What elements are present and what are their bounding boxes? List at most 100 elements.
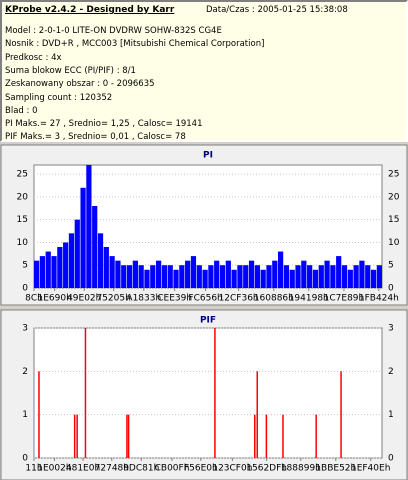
- datetime: Data/Czas : 2005-01-25 15:38:08: [206, 5, 348, 15]
- y2-tick-label: 15: [388, 215, 399, 225]
- x-tick-label: 123CF0h: [212, 464, 252, 474]
- bar: [39, 256, 46, 288]
- bar: [127, 414, 130, 458]
- x-tick-label: 9DC81h: [123, 464, 159, 474]
- bar: [80, 187, 86, 288]
- bar: [185, 260, 191, 288]
- bar: [214, 260, 220, 288]
- bar: [231, 269, 237, 288]
- x-tick-label: A1833h: [126, 294, 161, 304]
- bar: [76, 414, 78, 458]
- bar: [341, 265, 348, 288]
- bar: [138, 265, 144, 288]
- bar: [103, 247, 109, 288]
- bar: [190, 256, 197, 288]
- y2-tick-label: 5: [388, 261, 394, 271]
- bar: [74, 219, 80, 288]
- bar: [318, 265, 324, 288]
- bar: [365, 265, 371, 288]
- info-line: Zeskanowany obszar : 0 - 2096635: [5, 79, 155, 90]
- bar: [289, 269, 295, 288]
- x-tick-label: 194198h: [289, 294, 329, 304]
- plot-area: [33, 164, 383, 289]
- x-tick-label: 1BBE52h: [315, 464, 356, 474]
- bar: [282, 414, 284, 458]
- y-tick-label: 25: [17, 170, 28, 180]
- bar: [340, 371, 342, 458]
- x-tick-label: 188899h: [281, 464, 321, 474]
- y-tick-label: 5: [22, 261, 28, 271]
- bar: [68, 233, 75, 288]
- bar: [86, 165, 92, 288]
- x-tick-label: 160886h: [254, 294, 294, 304]
- x-tick-label: CEE39h: [157, 294, 192, 304]
- x-tick-label: 75205h: [96, 294, 130, 304]
- bar: [277, 251, 284, 288]
- y2-tick-label: 2: [388, 367, 394, 377]
- info-panel: KProbe v2.4.2 - Designed by Karr Data/Cz…: [0, 0, 408, 142]
- bar: [353, 265, 359, 288]
- y-tick-label: 1: [22, 410, 28, 420]
- bar: [347, 269, 353, 288]
- y-tick-label: 15: [17, 215, 28, 225]
- bar: [173, 269, 179, 288]
- chart-title: PIF: [200, 316, 216, 326]
- info-line: Model : 2-0-1-0 LITE-ON DVDRW SOHW-832S …: [5, 26, 222, 36]
- bar: [254, 265, 260, 288]
- y2-tick-label: 1: [388, 410, 394, 420]
- bar: [265, 414, 268, 458]
- x-tick-label: 8Ch: [25, 294, 43, 304]
- bar: [115, 260, 121, 288]
- bar: [256, 371, 258, 458]
- info-line: Blad : 0: [5, 105, 38, 116]
- bar: [237, 265, 243, 288]
- x-tick-label: 1E002h: [37, 464, 71, 474]
- bar: [219, 265, 226, 288]
- bar: [63, 242, 69, 288]
- bar: [109, 256, 115, 288]
- bar: [196, 265, 202, 288]
- y-tick-label: 20: [17, 192, 29, 202]
- bar: [73, 414, 76, 458]
- y2-tick-label: 3: [388, 324, 394, 334]
- info-line: Suma blokow ECC (PI/PIF) : 8/1: [5, 65, 136, 76]
- x-tick-label: CB00Fh: [155, 464, 190, 474]
- bar: [34, 260, 40, 288]
- bar: [283, 265, 290, 288]
- bar: [295, 265, 301, 288]
- info-line: PIF Maks.= 3 , Srednio= 0,01 , Calosc= 7…: [5, 132, 186, 143]
- x-tick-label: 1C7E89h: [324, 294, 365, 304]
- bar: [301, 260, 307, 288]
- bar: [38, 371, 40, 458]
- y-tick-label: 0: [22, 454, 28, 464]
- bar: [51, 256, 57, 288]
- bar: [225, 260, 231, 288]
- y2-tick-label: 20: [388, 192, 400, 202]
- bar: [84, 328, 87, 458]
- bar: [214, 328, 216, 458]
- x-tick-label: FC656h: [188, 294, 222, 304]
- bar: [126, 414, 128, 458]
- info-line: Nosnik : DVD+R , MCC003 [Mitsubishi Chem…: [5, 39, 265, 50]
- bar: [144, 269, 150, 288]
- bar: [202, 269, 208, 288]
- bar: [324, 260, 330, 288]
- bar: [121, 265, 127, 288]
- y-tick-label: 10: [17, 238, 29, 248]
- bar: [126, 265, 133, 288]
- bar: [330, 265, 336, 288]
- bar: [155, 260, 162, 288]
- x-tick-label: 11h: [25, 464, 42, 474]
- bar: [45, 251, 51, 288]
- bar: [312, 269, 319, 288]
- bar: [272, 260, 278, 288]
- bar: [359, 260, 365, 288]
- info-line: PI Maks.= 27 , Srednio= 1,25 , Calosc= 1…: [5, 119, 203, 130]
- y-tick-label: 2: [22, 367, 28, 377]
- bar: [167, 265, 173, 288]
- y-tick-label: 3: [22, 324, 28, 334]
- bar: [254, 414, 256, 458]
- y2-tick-label: 25: [388, 170, 399, 180]
